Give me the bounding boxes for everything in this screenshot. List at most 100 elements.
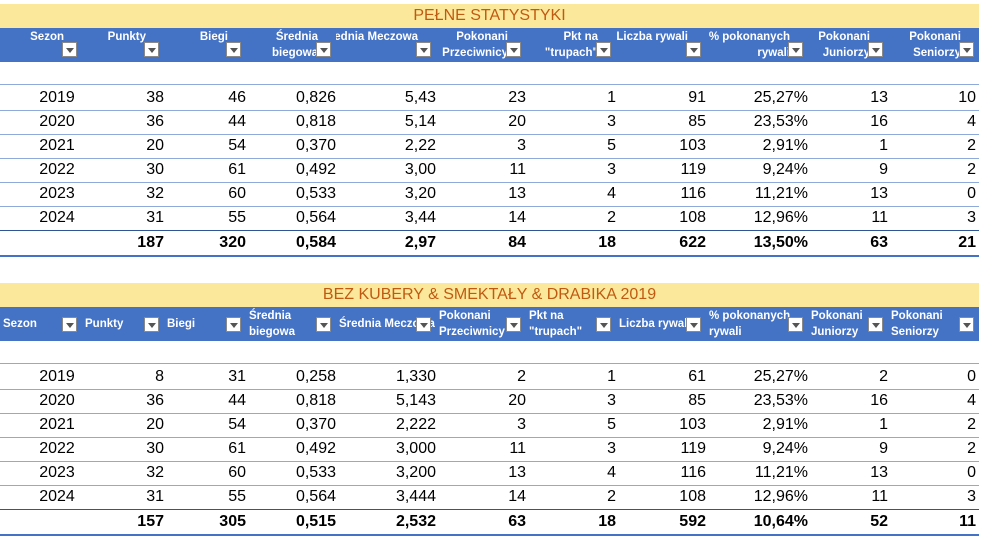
cell-pokonani-juniorzy: 16 <box>870 113 888 130</box>
filter-dropdown-button[interactable] <box>868 42 883 57</box>
cell-procent-pokonanych: 10,64% <box>753 513 808 530</box>
cell-biegi: 55 <box>228 209 246 226</box>
table-row: 2023 32 60 0,533 3,200 13 4 116 11,21% 13 0 <box>0 461 979 486</box>
header-label: Średnia <box>275 31 318 43</box>
cell-srednia-meczowa: 2,222 <box>395 416 436 433</box>
cell-biegi: 31 <box>228 368 246 385</box>
filter-dropdown-button[interactable] <box>416 317 431 332</box>
header-pokonani-przeciwnicy: Pokonani Przeciwnicy <box>436 28 526 62</box>
header-srednia-biegowa: Średnia biegowa <box>246 307 336 341</box>
header-label-line2: biegowa <box>249 326 296 338</box>
cell-biegi: 55 <box>228 488 246 505</box>
header-label: Pokonani <box>818 31 870 43</box>
header-row: Sezon Punkty Biegi Średnia biegowa Średnia Me… <box>0 307 979 341</box>
cell-pokonani-juniorzy: 9 <box>879 161 888 178</box>
header-label: Średnia <box>249 310 292 322</box>
cell-pkt-na-trupach: 1 <box>607 368 616 385</box>
cell-srednia-biegowa: 0,515 <box>295 513 336 530</box>
cell-liczba-rywali: 108 <box>679 488 706 505</box>
table-row: 2022 30 61 0,492 3,00 11 3 119 9,24% 9 2 <box>0 158 979 183</box>
header-label: Pokonani <box>439 310 491 322</box>
filter-dropdown-button[interactable] <box>506 317 521 332</box>
cell-srednia-biegowa: 0,258 <box>295 368 336 385</box>
cell-srednia-meczowa: 2,97 <box>404 234 436 251</box>
filter-dropdown-button[interactable] <box>788 42 803 57</box>
cell-liczba-rywali: 622 <box>679 234 706 251</box>
filter-dropdown-button[interactable] <box>868 317 883 332</box>
header-label: Średnia Meczowa <box>339 318 435 330</box>
header-liczba-rywali: Liczba rywali <box>616 28 706 62</box>
filter-dropdown-button[interactable] <box>506 42 521 57</box>
cell-liczba-rywali: 108 <box>679 209 706 226</box>
cell-srednia-biegowa: 0,533 <box>295 185 336 202</box>
cell-procent-pokonanych: 11,21% <box>754 185 808 202</box>
cell-punkty: 36 <box>146 392 164 409</box>
cell-srednia-meczowa: 5,43 <box>404 89 436 106</box>
header-label-line2: Seniorzy <box>913 47 961 59</box>
header-label: % pokonanych <box>708 31 790 43</box>
header-label: Biegi <box>167 318 196 330</box>
cell-procent-pokonanych: 25,27% <box>753 89 808 106</box>
cell-pokonani-juniorzy: 13 <box>870 464 888 481</box>
filter-dropdown-button[interactable] <box>226 317 241 332</box>
header-biegi: Biegi <box>164 28 246 62</box>
filter-dropdown-button[interactable] <box>686 317 701 332</box>
filter-dropdown-button[interactable] <box>686 42 701 57</box>
cell-pkt-na-trupach: 5 <box>607 137 616 154</box>
filter-dropdown-button[interactable] <box>316 42 331 57</box>
cell-pkt-na-trupach: 1 <box>607 89 616 106</box>
table-row: 2024 31 55 0,564 3,44 14 2 108 12,96% 11 3 <box>0 206 979 231</box>
cell-sezon: 2023 <box>39 185 75 202</box>
cell-biegi: 305 <box>219 513 246 530</box>
header-label-line2: rywali <box>709 326 742 338</box>
header-procent-pokonanych: % pokonanych rywali <box>706 28 808 62</box>
header-label: Liczba rywali <box>616 31 688 43</box>
cell-srednia-biegowa: 0,564 <box>295 209 336 226</box>
table-row: 2020 36 44 0,818 5,14 20 3 85 23,53% 16 4 <box>0 110 979 135</box>
cell-pkt-na-trupach: 3 <box>607 113 616 130</box>
cell-pokonani-przeciwnicy: 23 <box>508 89 526 106</box>
header-label-line2: Juniorzy <box>811 326 859 338</box>
filter-dropdown-button[interactable] <box>316 317 331 332</box>
cell-pokonani-juniorzy: 63 <box>870 234 888 251</box>
header-label: Pokonani <box>909 31 961 43</box>
cell-pokonani-seniorzy: 0 <box>967 464 976 481</box>
cell-pokonani-juniorzy: 16 <box>870 392 888 409</box>
table-row: 2019 38 46 0,826 5,43 23 1 91 25,27% 13 10 <box>0 86 979 111</box>
cell-pokonani-przeciwnicy: 84 <box>508 234 526 251</box>
cell-srednia-meczowa: 5,14 <box>404 113 436 130</box>
cell-srednia-biegowa: 0,533 <box>295 464 336 481</box>
cell-procent-pokonanych: 23,53% <box>753 392 808 409</box>
cell-pokonani-przeciwnicy: 63 <box>508 513 526 530</box>
cell-srednia-meczowa: 5,143 <box>395 392 436 409</box>
cell-punkty: 30 <box>146 161 164 178</box>
header-label-line2: biegowa <box>271 47 318 59</box>
filter-dropdown-button[interactable] <box>144 42 159 57</box>
filter-dropdown-button[interactable] <box>62 42 77 57</box>
filter-dropdown-button[interactable] <box>62 317 77 332</box>
table-title: PEŁNE STATYSTYKI <box>0 4 979 28</box>
filter-dropdown-button[interactable] <box>226 42 241 57</box>
cell-pokonani-seniorzy: 0 <box>967 368 976 385</box>
header-srednia-meczowa: Średnia Meczowa <box>336 307 436 341</box>
cell-pokonani-seniorzy: 0 <box>967 185 976 202</box>
filter-dropdown-button[interactable] <box>596 317 611 332</box>
cell-srednia-biegowa: 0,370 <box>295 416 336 433</box>
cell-srednia-biegowa: 0,492 <box>295 440 336 457</box>
cell-pokonani-seniorzy: 21 <box>958 234 976 251</box>
header-label: Pokonani <box>891 310 943 322</box>
cell-srednia-biegowa: 0,564 <box>295 488 336 505</box>
filter-dropdown-button[interactable] <box>788 317 803 332</box>
filter-dropdown-button[interactable] <box>959 42 974 57</box>
cell-pokonani-seniorzy: 4 <box>967 113 976 130</box>
filter-dropdown-button[interactable] <box>144 317 159 332</box>
filter-dropdown-button[interactable] <box>596 42 611 57</box>
cell-pokonani-przeciwnicy: 11 <box>509 440 526 457</box>
filter-dropdown-button[interactable] <box>959 317 974 332</box>
cell-liczba-rywali: 116 <box>680 464 706 481</box>
cell-pokonani-przeciwnicy: 13 <box>508 464 526 481</box>
header-sezon: Sezon <box>0 28 82 62</box>
filter-dropdown-button[interactable] <box>416 42 431 57</box>
cell-liczba-rywali: 592 <box>679 513 706 530</box>
cell-punkty: 36 <box>146 113 164 130</box>
